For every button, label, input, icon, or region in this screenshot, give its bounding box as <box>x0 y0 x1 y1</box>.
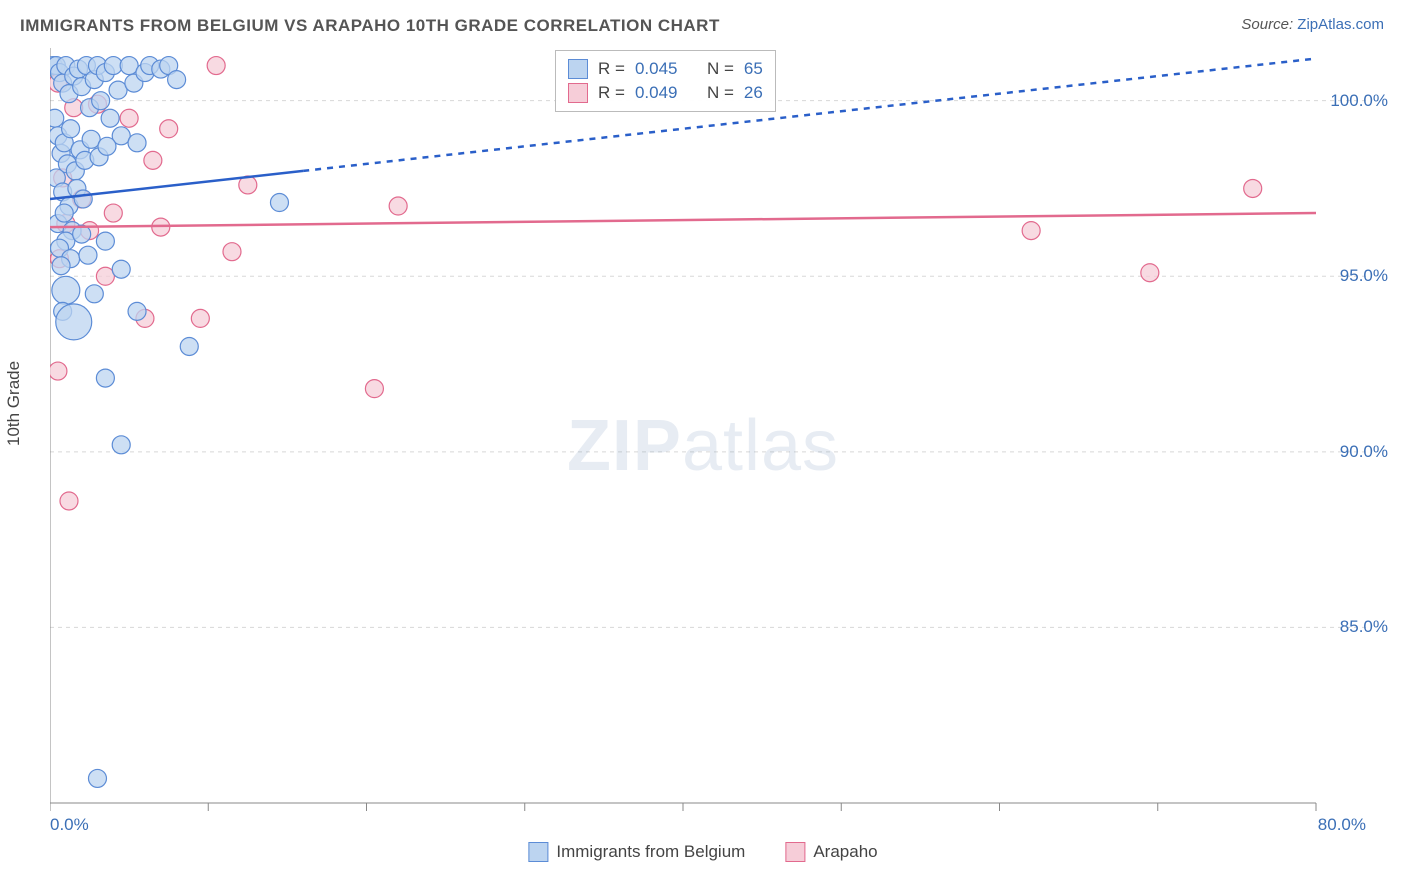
y-tick-label: 85.0% <box>1340 617 1388 637</box>
source-attribution: Source: ZipAtlas.com <box>1241 16 1384 33</box>
source-prefix: Source: <box>1241 16 1297 33</box>
stats-n-value-b: 26 <box>744 83 763 103</box>
legend-label-a: Immigrants from Belgium <box>556 842 745 862</box>
stats-legend-box: R = 0.045 N = 65 R = 0.049 N = 26 <box>555 50 776 112</box>
legend-item-a: Immigrants from Belgium <box>528 842 745 862</box>
bottom-legend: Immigrants from Belgium Arapaho <box>528 842 877 862</box>
source-link[interactable]: ZipAtlas.com <box>1297 16 1384 33</box>
legend-item-b: Arapaho <box>785 842 877 862</box>
stats-r-label-b: R = <box>598 83 625 103</box>
stats-row-series-a: R = 0.045 N = 65 <box>568 57 763 81</box>
stats-n-label-b: N = <box>707 83 734 103</box>
legend-swatch-b <box>785 842 805 862</box>
stats-swatch-a <box>568 59 588 79</box>
x-tick-label-min: 0.0% <box>50 815 89 835</box>
y-tick-label: 100.0% <box>1330 91 1388 111</box>
legend-label-b: Arapaho <box>813 842 877 862</box>
chart-title: IMMIGRANTS FROM BELGIUM VS ARAPAHO 10TH … <box>20 16 720 36</box>
chart-container: IMMIGRANTS FROM BELGIUM VS ARAPAHO 10TH … <box>0 0 1406 892</box>
stats-swatch-b <box>568 83 588 103</box>
stats-r-value-b: 0.049 <box>635 83 678 103</box>
stats-r-value-a: 0.045 <box>635 59 678 79</box>
stats-r-label-a: R = <box>598 59 625 79</box>
scatter-plot <box>50 48 1366 818</box>
stats-row-series-b: R = 0.049 N = 26 <box>568 81 763 105</box>
stats-n-label-a: N = <box>707 59 734 79</box>
y-axis-label: 10th Grade <box>4 361 24 446</box>
x-tick-label-max: 80.0% <box>1318 815 1366 835</box>
y-tick-label: 90.0% <box>1340 442 1388 462</box>
legend-swatch-a <box>528 842 548 862</box>
stats-n-value-a: 65 <box>744 59 763 79</box>
chart-svg <box>50 48 1366 818</box>
y-tick-label: 95.0% <box>1340 266 1388 286</box>
